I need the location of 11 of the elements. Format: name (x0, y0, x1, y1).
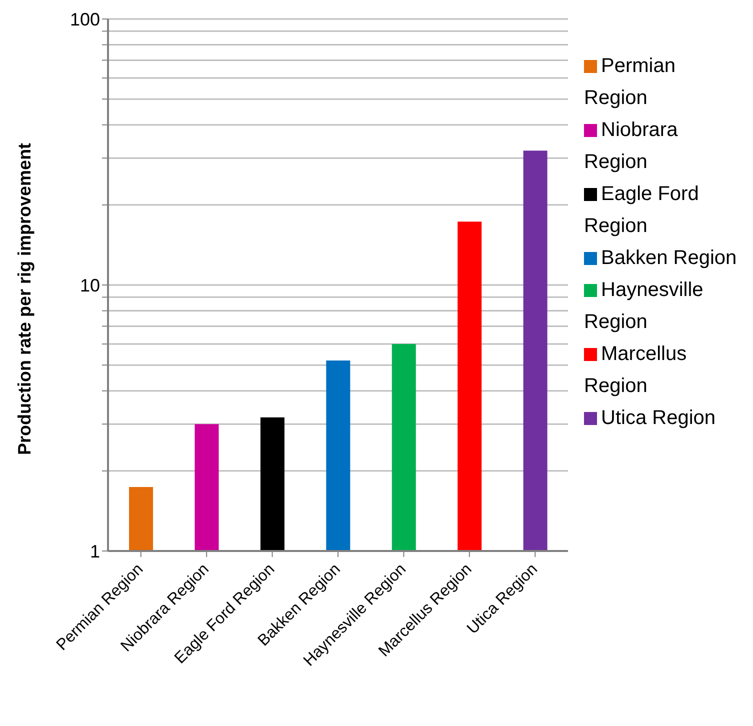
legend-label: Utica Region (601, 407, 716, 429)
legend-label: Niobrara Region (584, 119, 678, 173)
y-tick-label: 100 (70, 9, 100, 30)
legend-label: Marcellus Region (584, 343, 687, 397)
legend-label: Haynesville Region (584, 279, 704, 333)
y-axis-title: Production rate per rig improvement (14, 142, 34, 455)
y-tick-label: 1 (90, 541, 100, 562)
y-tick-label: 10 (80, 275, 100, 296)
legend-label: Permian Region (584, 55, 676, 109)
legend-label: Eagle Ford Region (584, 183, 699, 237)
legend-label: Bakken Region (601, 247, 737, 269)
